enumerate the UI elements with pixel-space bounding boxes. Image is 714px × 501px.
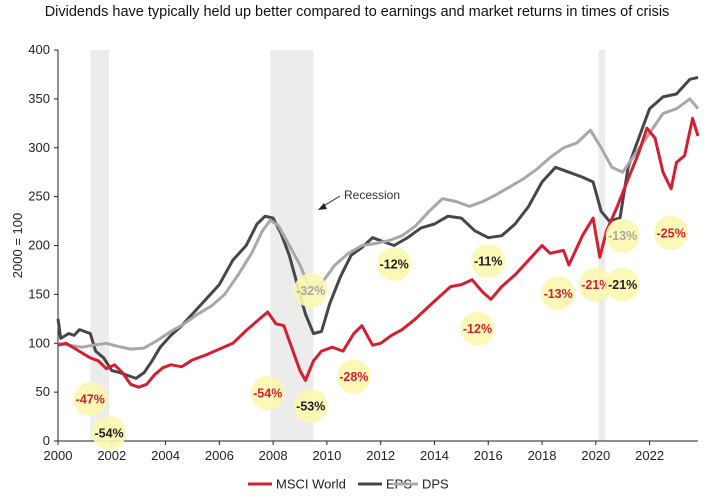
- drawdown-bubble: [605, 267, 640, 302]
- y-tick-label: 350: [28, 91, 50, 106]
- recession-callout-arrowhead: [318, 203, 327, 210]
- drawdown-label: -12%: [463, 322, 492, 336]
- drawdown-bubble: [250, 376, 285, 411]
- x-tick-label: 2016: [474, 448, 503, 463]
- drawdown-bubble: [92, 416, 127, 451]
- x-tick-label: 2000: [44, 448, 73, 463]
- x-tick-label: 2014: [420, 448, 449, 463]
- y-tick-label: 200: [28, 238, 50, 253]
- drawdown-label: -13%: [544, 287, 573, 301]
- drawdown-label: -13%: [608, 229, 637, 243]
- drawdown-bubble: [460, 311, 495, 346]
- drawdown-bubble: [73, 381, 108, 416]
- drawdown-label: -21%: [581, 278, 610, 292]
- x-tick-label: 2004: [151, 448, 180, 463]
- drawdown-bubble: [377, 247, 412, 282]
- drawdown-bubble: [578, 267, 613, 302]
- drawdown-label: -25%: [657, 226, 686, 240]
- y-tick-label: 150: [28, 286, 50, 301]
- series-line-eps: [56, 75, 699, 380]
- drawdown-label: -28%: [339, 370, 368, 384]
- drawdown-label: -54%: [94, 427, 123, 441]
- drawdown-label: -21%: [608, 278, 637, 292]
- drawdown-label: -12%: [380, 258, 409, 272]
- x-tick-label: 2012: [366, 448, 395, 463]
- drawdown-bubble: [336, 359, 371, 394]
- drawdown-bubble: [293, 273, 328, 308]
- y-tick-label: 50: [36, 384, 50, 399]
- x-tick-label: 2020: [581, 448, 610, 463]
- series-line-msci-world: [57, 116, 700, 389]
- series-line-dps: [57, 97, 700, 351]
- x-tick-label: 2022: [635, 448, 664, 463]
- legend-label-msci-world: MSCI World: [276, 477, 346, 492]
- y-axis-label: 2000 = 100: [10, 213, 25, 278]
- drawdown-bubble: [605, 218, 640, 253]
- drawdown-bubble: [541, 276, 576, 311]
- drawdown-bubble: [471, 244, 506, 279]
- x-tick-label: 2010: [312, 448, 341, 463]
- drawdown-bubble: [654, 215, 689, 250]
- x-tick-label: 2018: [528, 448, 557, 463]
- x-tick-label: 2006: [205, 448, 234, 463]
- drawdown-label: -54%: [253, 387, 282, 401]
- chart-title: Dividends have typically held up better …: [44, 4, 670, 20]
- x-tick-label: 2002: [97, 448, 126, 463]
- y-tick-label: 400: [28, 42, 50, 57]
- recession-label: Recession: [344, 188, 400, 202]
- x-tick-label: 2008: [259, 448, 288, 463]
- y-tick-label: 250: [28, 189, 50, 204]
- y-tick-label: 0: [43, 433, 50, 448]
- drawdown-label: -53%: [296, 399, 325, 413]
- drawdown-label: -47%: [76, 392, 105, 406]
- drawdown-bubble: [293, 388, 328, 423]
- drawdown-label: -11%: [474, 255, 503, 269]
- drawdown-label: -32%: [296, 284, 325, 298]
- legend-label-dps: DPS: [422, 477, 449, 492]
- y-tick-label: 300: [28, 140, 50, 155]
- y-tick-label: 100: [28, 335, 50, 350]
